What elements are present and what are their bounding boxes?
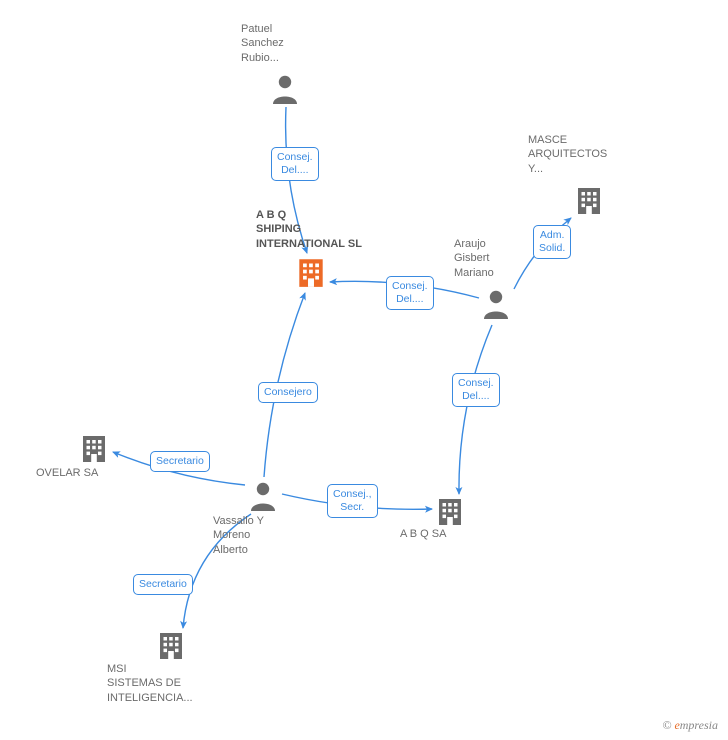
person-icon [269, 72, 301, 109]
node-icon-wrap [480, 287, 512, 324]
node-label-wrap: A B Q SA [400, 527, 520, 541]
node-icon-wrap [78, 432, 110, 469]
edge-label[interactable]: Secretario [150, 451, 210, 472]
node-icon-wrap [573, 184, 605, 221]
node-label-wrap: MSISISTEMAS DEINTELIGENCIA... [107, 662, 227, 705]
edges-layer [0, 0, 728, 740]
node-icon-wrap [155, 629, 187, 666]
copyright-text: mpresia [680, 718, 718, 732]
building-icon [78, 432, 110, 469]
network-diagram: PatuelSanchezRubio... A B QSHIPINGINTERNA… [0, 0, 728, 740]
edge-label[interactable]: Consej.Del.... [271, 147, 319, 181]
node-label: OVELAR SA [36, 466, 156, 480]
node-label-wrap: A B QSHIPINGINTERNATIONAL SL [256, 208, 376, 251]
edge-label[interactable]: Consejero [258, 382, 318, 403]
person-icon [247, 479, 279, 516]
building-icon [573, 184, 605, 221]
node-label-wrap: Vassallo YMorenoAlberto [213, 514, 333, 557]
edge-label[interactable]: Consej.Del.... [386, 276, 434, 310]
edge-label[interactable]: Secretario [133, 574, 193, 595]
node-label-wrap: OVELAR SA [36, 466, 156, 480]
edge-label[interactable]: Adm.Solid. [533, 225, 571, 259]
edge-label[interactable]: Consej.Del.... [452, 373, 500, 407]
edge-line [459, 325, 492, 494]
node-label: Vassallo YMorenoAlberto [213, 514, 333, 557]
node-label: A B QSHIPINGINTERNATIONAL SL [256, 208, 376, 251]
copyright-symbol: © [662, 718, 671, 732]
node-label-wrap: MASCEARQUITECTOSY... [528, 133, 648, 176]
node-label: MASCEARQUITECTOSY... [528, 133, 648, 176]
node-icon-wrap [247, 479, 279, 516]
edge-label[interactable]: Consej.,Secr. [327, 484, 378, 518]
node-label-wrap: PatuelSanchezRubio... [241, 22, 361, 65]
node-label: MSISISTEMAS DEINTELIGENCIA... [107, 662, 227, 705]
node-icon-wrap [269, 72, 301, 109]
person-icon [480, 287, 512, 324]
node-label: A B Q SA [400, 527, 520, 541]
copyright: © empresia [662, 718, 718, 733]
node-label: PatuelSanchezRubio... [241, 22, 361, 65]
building-icon [294, 255, 328, 294]
node-icon-wrap [294, 255, 328, 294]
building-icon [155, 629, 187, 666]
